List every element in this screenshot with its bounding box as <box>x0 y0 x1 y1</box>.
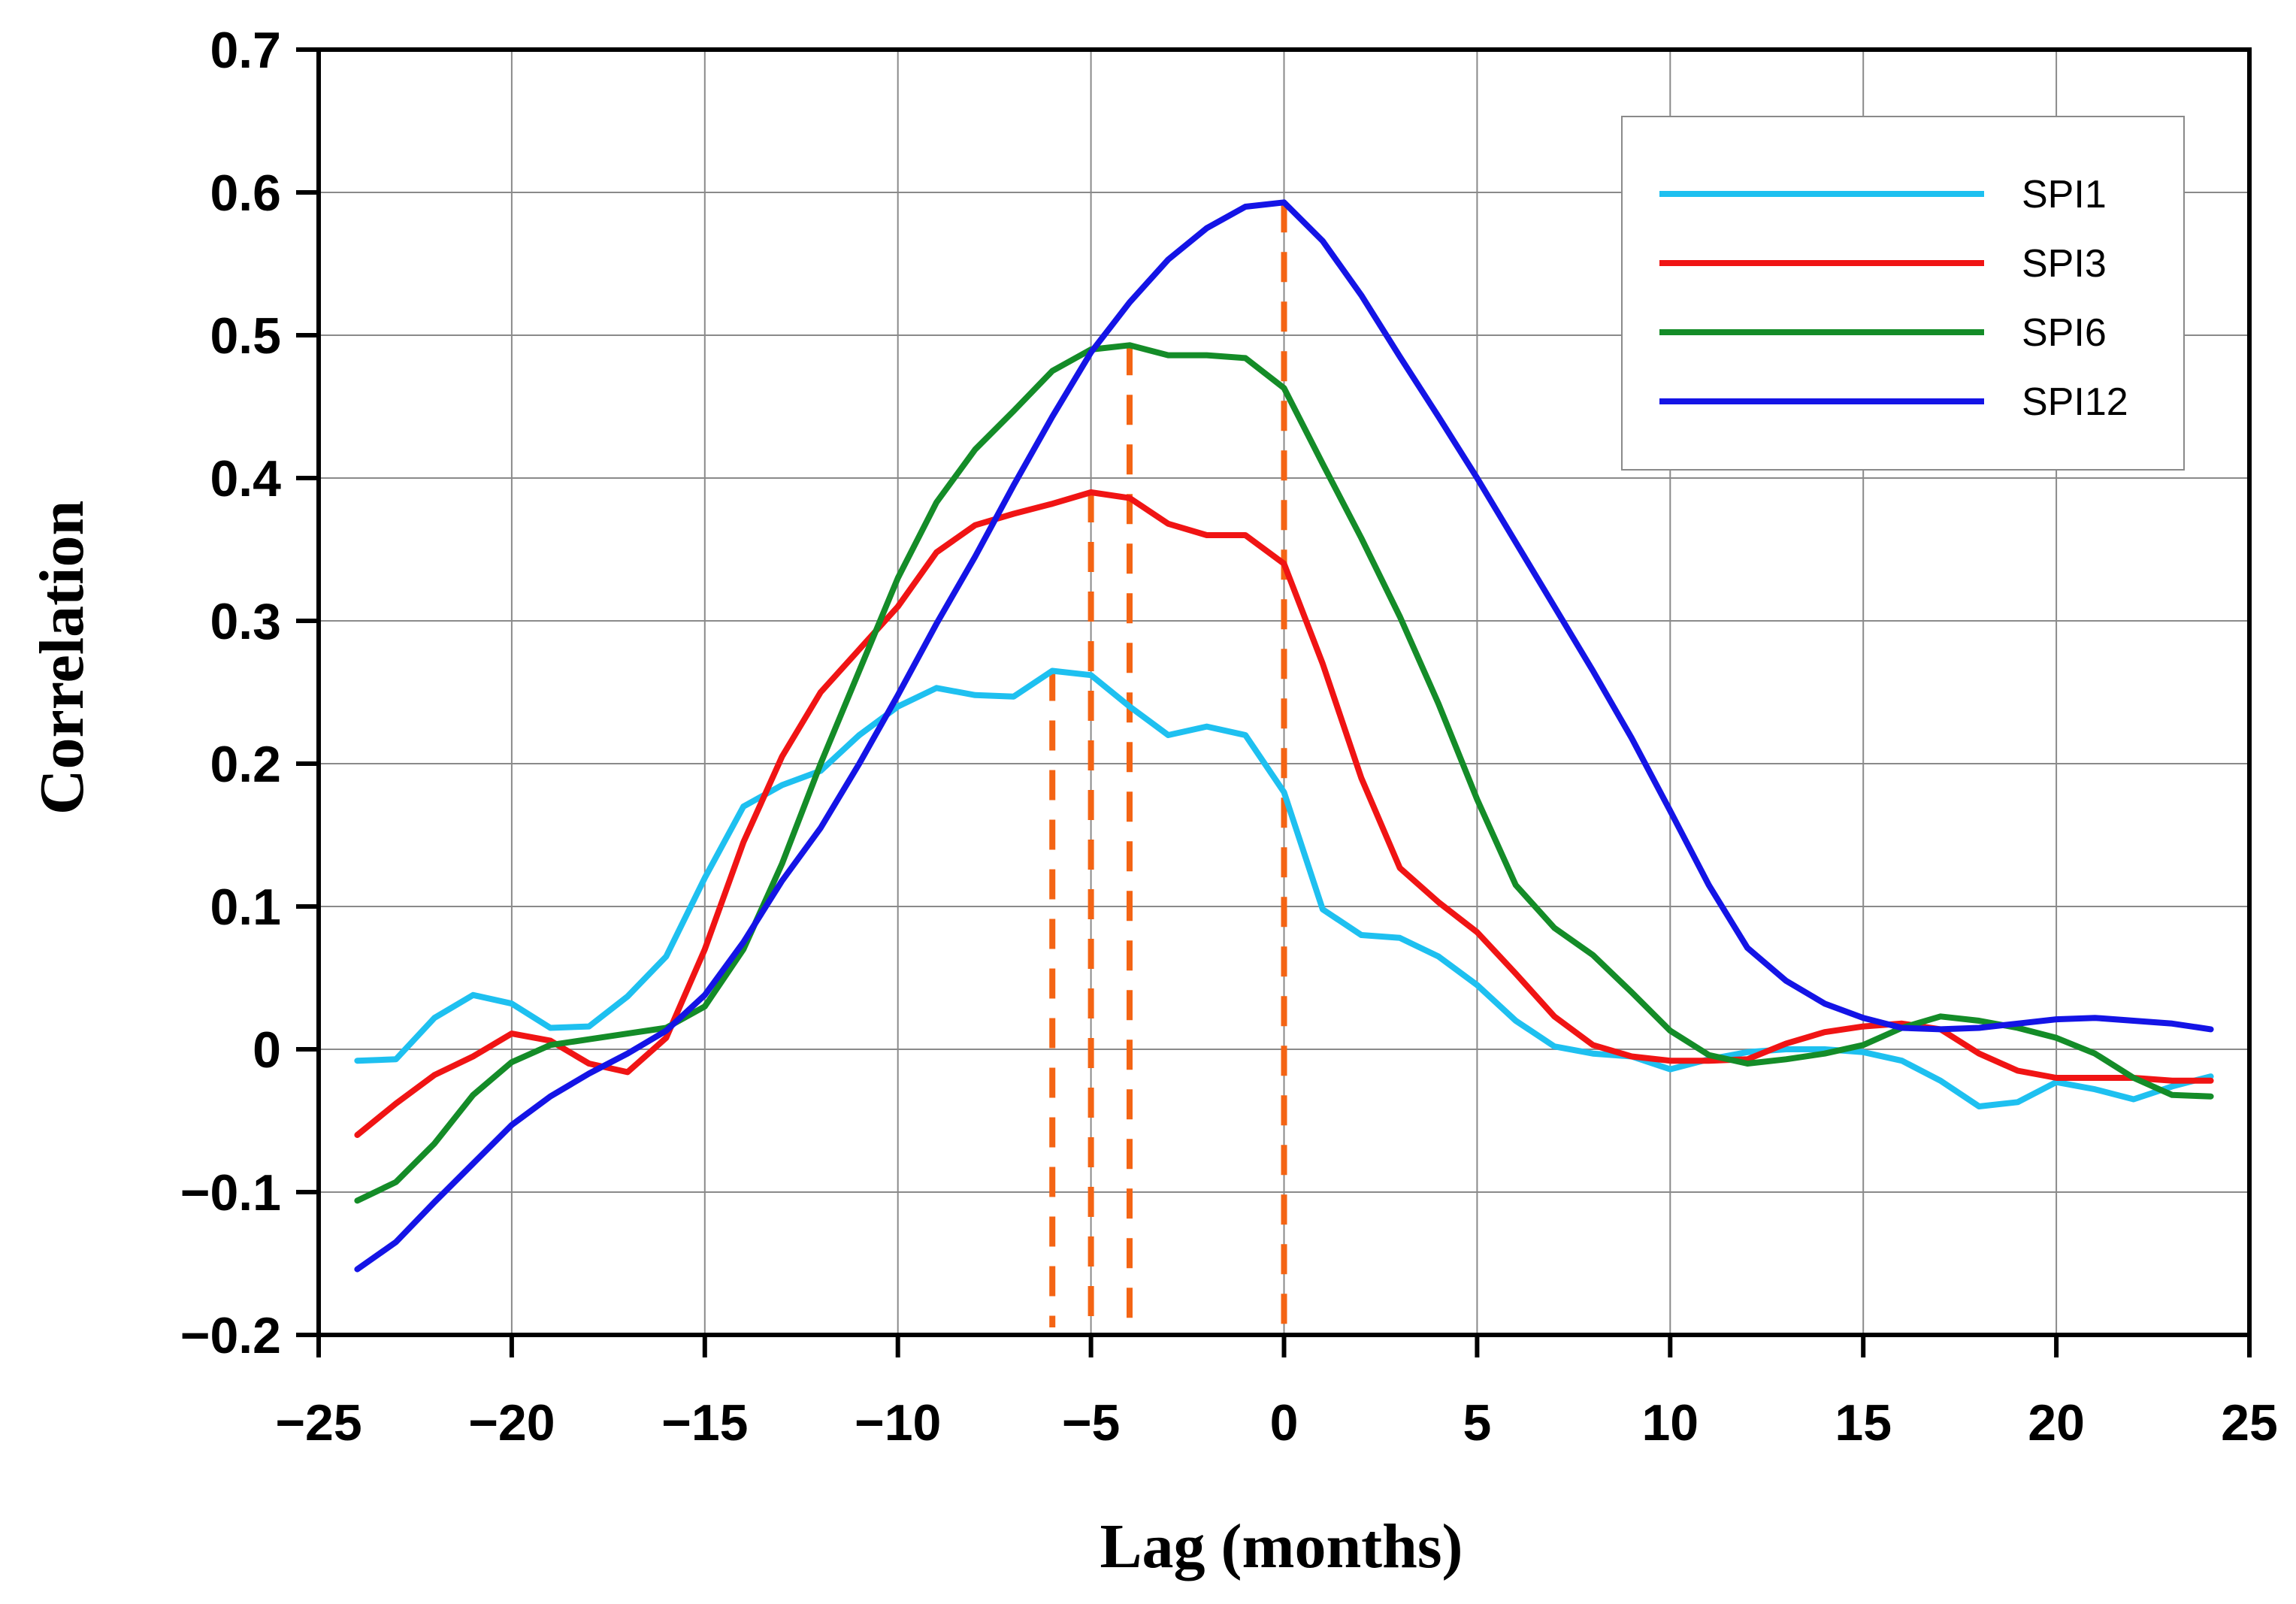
x-tick-label: 25 <box>2221 1394 2278 1451</box>
legend-label-spi1: SPI1 <box>2022 173 2107 216</box>
y-tick-label: 0.2 <box>210 736 281 793</box>
x-tick-label: 0 <box>1270 1394 1299 1451</box>
y-tick-label: 0.5 <box>210 307 281 365</box>
series-line-spi1 <box>354 667 2214 1109</box>
legend-box <box>1621 116 2185 471</box>
y-tick-label: 0.6 <box>210 165 281 222</box>
x-tick-label: 10 <box>1641 1394 1699 1451</box>
axes <box>296 47 2252 1357</box>
y-tick-label: 0.3 <box>210 593 281 650</box>
x-tick-label: 20 <box>2028 1394 2085 1451</box>
x-tick-label: −25 <box>275 1394 361 1451</box>
x-tick-label: 5 <box>1463 1394 1491 1451</box>
x-tick-label: −15 <box>661 1394 748 1451</box>
y-tick-label: 0 <box>253 1021 281 1079</box>
x-tick-label: −20 <box>468 1394 555 1451</box>
series-line-spi3 <box>354 489 2214 1138</box>
legend-label-spi3: SPI3 <box>2022 242 2107 286</box>
series-lines <box>354 199 2214 1273</box>
legend-label-spi12: SPI12 <box>2022 380 2128 424</box>
legend-label-spi6: SPI6 <box>2022 311 2107 355</box>
legend: SPI1 SPI3 SPI6 SPI12 <box>1621 116 2185 471</box>
y-tick-label: 0.1 <box>210 879 281 936</box>
legend-items: SPI1 SPI3 SPI6 SPI12 <box>1659 173 2128 424</box>
x-tick-label: 15 <box>1835 1394 1892 1451</box>
x-tick-label: −10 <box>855 1394 941 1451</box>
y-tick-label: −0.2 <box>180 1307 281 1364</box>
y-axis-title: Correlation <box>27 501 97 815</box>
x-axis-title: Lag (months) <box>1100 1512 1463 1581</box>
y-tick-label: 0.4 <box>210 450 281 507</box>
series-line-spi12 <box>354 199 2214 1273</box>
reference-lines <box>1049 202 1287 1327</box>
plot-frame <box>316 47 2252 1337</box>
tick-labels: −25 −20 −15 −10 −5 0 5 10 15 20 25 −0.2 −0.1 0 0.1 0.2 0… <box>180 22 2278 1451</box>
x-tick-label: −5 <box>1062 1394 1121 1451</box>
y-tick-label: −0.1 <box>180 1164 281 1221</box>
y-tick-label: 0.7 <box>210 22 281 79</box>
